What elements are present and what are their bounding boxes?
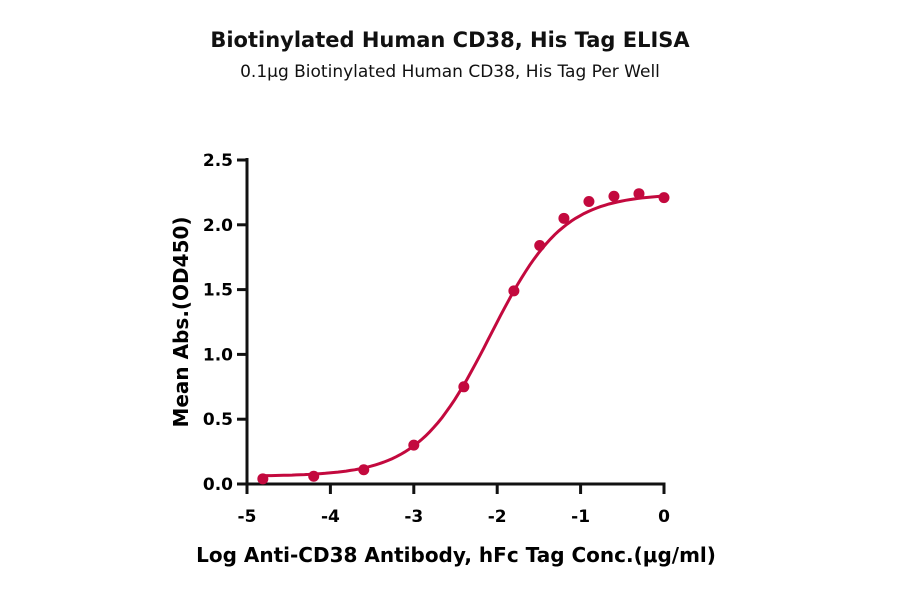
- y-tick-label: 0.5: [203, 410, 233, 430]
- data-point: [608, 190, 620, 202]
- data-point: [508, 285, 520, 297]
- data-point: [534, 240, 546, 252]
- x-tick-label: -1: [571, 507, 590, 527]
- x-axis-label: Log Anti-CD38 Antibody, hFc Tag Conc.(μg…: [196, 543, 716, 567]
- y-tick-label: 2.5: [203, 151, 233, 171]
- data-point: [583, 195, 595, 207]
- x-tick-label: -4: [321, 507, 340, 527]
- y-axis-label: Mean Abs.(OD450): [169, 216, 193, 427]
- chart-subtitle: 0.1μg Biotinylated Human CD38, His Tag P…: [240, 62, 660, 82]
- data-point: [558, 212, 570, 224]
- y-tick-label: 0.0: [203, 475, 233, 495]
- y-tick-label: 2.0: [203, 216, 233, 236]
- data-point: [633, 188, 645, 200]
- x-tick-label: -3: [404, 507, 423, 527]
- data-point: [257, 473, 269, 485]
- data-point: [408, 439, 420, 451]
- data-point: [358, 464, 370, 476]
- fit-curve: [262, 194, 664, 478]
- data-point: [308, 470, 320, 482]
- x-tick-label: -2: [488, 507, 507, 527]
- data-point: [658, 192, 670, 204]
- x-tick-label: -5: [238, 507, 257, 527]
- y-tick-label: 1.5: [203, 281, 233, 301]
- x-tick-label: 0: [658, 507, 670, 527]
- data-point: [458, 381, 470, 393]
- y-tick-label: 1.0: [203, 345, 233, 365]
- chart-title: Biotinylated Human CD38, His Tag ELISA: [210, 28, 690, 52]
